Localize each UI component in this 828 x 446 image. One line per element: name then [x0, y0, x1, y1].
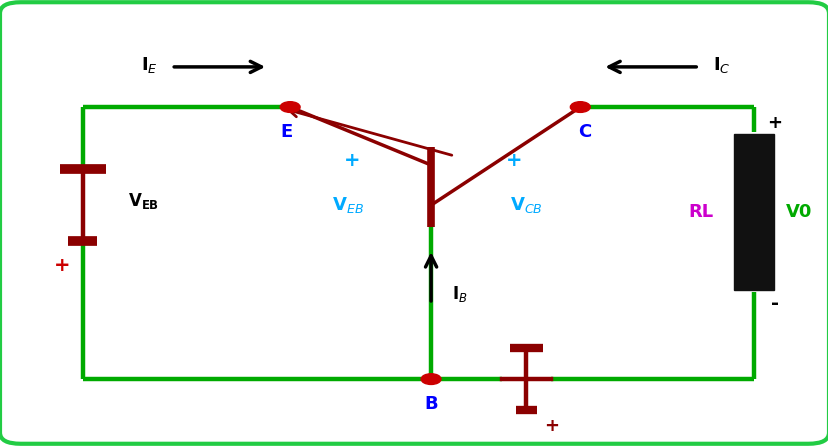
Bar: [734, 134, 773, 290]
Text: V0: V0: [785, 203, 811, 221]
Text: I$_E$: I$_E$: [141, 55, 157, 74]
Circle shape: [570, 102, 590, 112]
Text: +: +: [54, 256, 70, 275]
Text: V$_{EB}$: V$_{EB}$: [332, 195, 363, 215]
Text: E: E: [280, 123, 291, 140]
Text: +: +: [344, 151, 360, 170]
Text: +: +: [767, 114, 782, 132]
Text: +: +: [505, 151, 522, 170]
Text: C: C: [577, 123, 590, 140]
Circle shape: [280, 102, 300, 112]
Text: RL: RL: [688, 203, 713, 221]
Text: +: +: [543, 417, 558, 435]
Text: I$_B$: I$_B$: [451, 285, 467, 304]
Text: I$_C$: I$_C$: [712, 55, 729, 74]
Text: B: B: [424, 395, 437, 413]
Text: V$_{\mathbf{EB}}$: V$_{\mathbf{EB}}$: [128, 191, 160, 211]
Text: V$_{CB}$: V$_{CB}$: [509, 195, 542, 215]
Text: -: -: [770, 294, 778, 313]
Circle shape: [421, 374, 440, 384]
